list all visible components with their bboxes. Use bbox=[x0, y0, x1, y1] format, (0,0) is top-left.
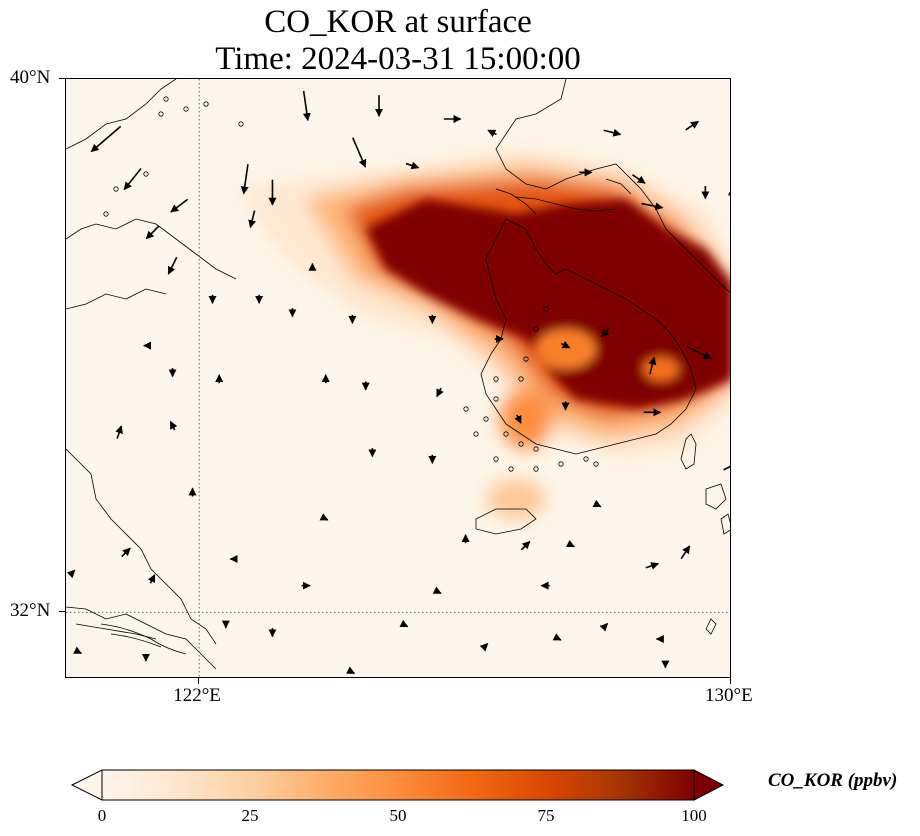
wind-arrow bbox=[645, 562, 660, 570]
colorbar-extend-max bbox=[693, 769, 725, 801]
wind-arrow bbox=[592, 499, 602, 508]
co-concentration-field bbox=[236, 149, 730, 519]
wind-arrow bbox=[685, 345, 713, 360]
wind-arrow bbox=[346, 666, 356, 675]
wind-arrow bbox=[487, 129, 497, 138]
map-title: CO_KOR at surface bbox=[264, 4, 532, 40]
lon-tick-mark-130 bbox=[730, 678, 731, 684]
wind-arrow bbox=[723, 465, 730, 471]
wind-arrow bbox=[405, 161, 420, 170]
wind-arrow bbox=[680, 545, 691, 560]
wind-arrow bbox=[319, 513, 329, 521]
wind-arrow bbox=[436, 387, 444, 398]
lat-tick-label-32: 32°N bbox=[10, 600, 51, 622]
wind-arrow bbox=[514, 414, 522, 424]
wind-arrow bbox=[123, 168, 142, 191]
wind-arrow bbox=[399, 619, 409, 628]
colorbar-tick-label: 50 bbox=[389, 806, 407, 825]
lat-tick-mark-40 bbox=[59, 78, 65, 79]
wind-arrow bbox=[167, 256, 178, 275]
wind-arrow bbox=[520, 540, 531, 551]
wind-arrow bbox=[552, 633, 562, 641]
wind-arrow bbox=[73, 646, 83, 655]
wind-arrow bbox=[600, 327, 611, 338]
colorbar-tick-label: 100 bbox=[681, 806, 707, 825]
colorbar-tick-label: 25 bbox=[241, 806, 259, 825]
wind-arrow bbox=[603, 128, 622, 137]
wind-arrow bbox=[147, 574, 156, 584]
wind-arrow bbox=[145, 225, 160, 240]
lon-tick-mark-122 bbox=[198, 678, 200, 684]
wind-arrow bbox=[685, 120, 700, 131]
wind-arrow bbox=[632, 174, 646, 184]
map-subtitle-time: Time: 2024-03-31 15:00:00 bbox=[215, 41, 581, 77]
colorbar bbox=[70, 769, 725, 801]
colorbar-gradient bbox=[101, 769, 695, 801]
wind-vectors bbox=[66, 90, 730, 675]
wind-arrow bbox=[240, 164, 249, 195]
colorbar-tick-label: 0 bbox=[97, 806, 107, 825]
gridlines bbox=[66, 79, 730, 677]
lon-tick-label-122: 122°E bbox=[173, 685, 221, 706]
colorbar-extend-min bbox=[70, 769, 103, 801]
wind-arrow bbox=[560, 340, 571, 349]
wind-arrow bbox=[565, 539, 575, 548]
wind-arrow bbox=[352, 137, 367, 168]
lat-tick-label-40: 40°N bbox=[10, 67, 51, 88]
map-panel[interactable] bbox=[65, 78, 731, 678]
wind-arrow bbox=[302, 90, 311, 122]
wind-arrow bbox=[432, 586, 442, 595]
wind-arrow bbox=[66, 569, 76, 579]
lat-tick-mark-32 bbox=[59, 611, 65, 613]
wind-arrow bbox=[169, 420, 178, 431]
wind-arrow bbox=[599, 623, 609, 632]
colorbar-tick-label: 75 bbox=[537, 806, 555, 825]
wind-arrow bbox=[121, 547, 131, 558]
colorbar-label: CO_KOR (ppbv) bbox=[768, 770, 898, 791]
wind-arrow bbox=[248, 210, 257, 229]
wind-arrow bbox=[115, 425, 123, 439]
wind-arrow bbox=[90, 125, 122, 153]
wind-arrow bbox=[479, 643, 489, 652]
map-canvas bbox=[66, 79, 730, 677]
lon-tick-label-130: 130°E bbox=[705, 685, 753, 706]
wind-arrow bbox=[641, 202, 664, 211]
wind-arrow bbox=[648, 356, 657, 375]
wind-arrow bbox=[170, 198, 189, 213]
